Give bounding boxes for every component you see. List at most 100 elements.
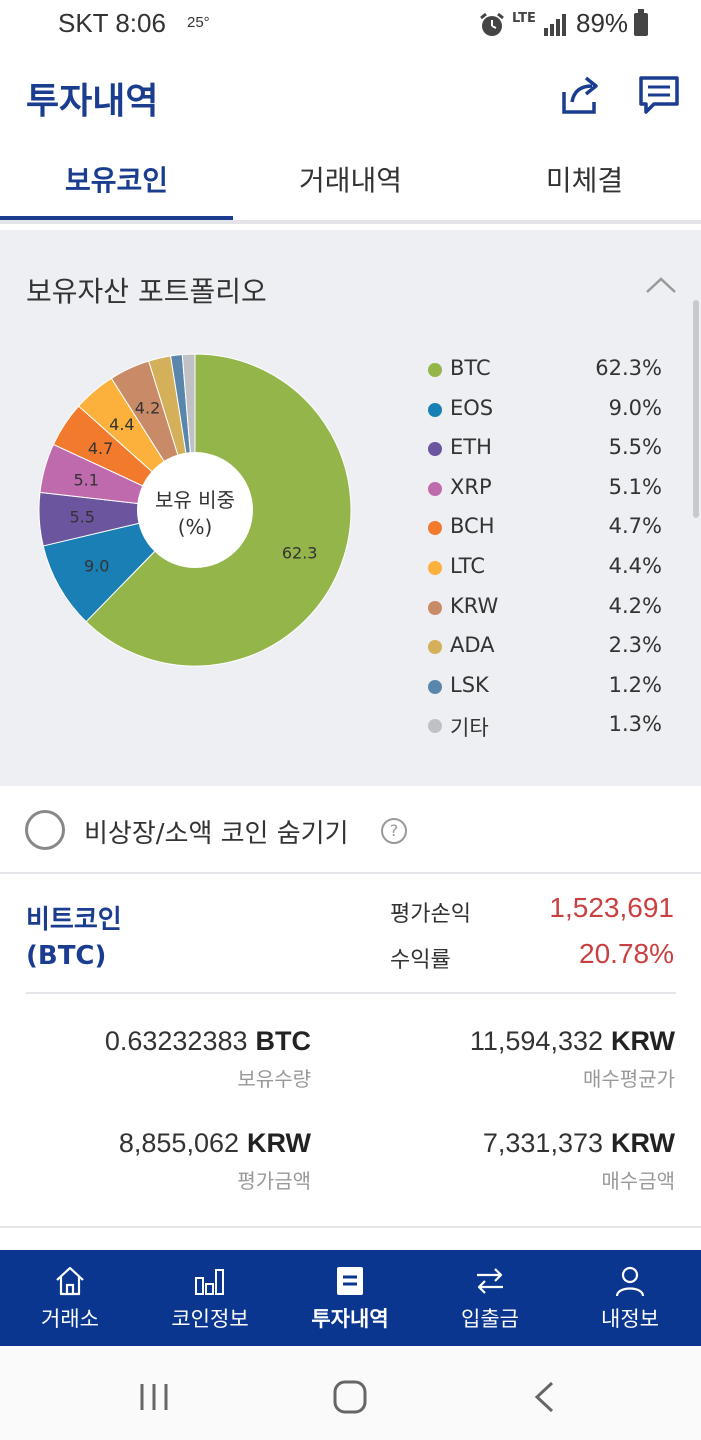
page-title: 투자내역 — [26, 81, 159, 122]
return-rate-value: 20.78% — [579, 938, 674, 969]
signal-icon — [544, 14, 566, 36]
active-tab-indicator — [0, 216, 233, 220]
scrollbar-thumb[interactable] — [693, 300, 699, 518]
average-buy-price-label: 매수평균가 — [583, 1067, 675, 1091]
user-icon — [615, 1266, 645, 1297]
tab-open-orders[interactable]: 미체결 — [545, 164, 624, 197]
holding-quantity-label: 보유수량 — [237, 1067, 311, 1091]
recent-apps-icon[interactable] — [138, 1382, 170, 1412]
hide-small-coins-label: 비상장/소액 코인 숨기기 — [84, 819, 349, 849]
tab-holdings[interactable]: 보유코인 — [64, 164, 169, 197]
status-bar: SKT 8:06 25° LTE 89% — [0, 0, 701, 50]
buy-amount-value: 7,331,373 — [482, 1128, 603, 1158]
legend-label: ETH — [450, 435, 492, 460]
legend-value: 9.0% — [608, 395, 662, 420]
system-navigation-bar — [0, 1346, 701, 1440]
coin-name: 비트코인 (BTC) — [26, 902, 122, 974]
evaluation-amount-label: 평가금액 — [237, 1169, 311, 1193]
tab-bar: 보유코인 거래내역 미체결 — [0, 146, 701, 224]
nav-investment-history-label: 투자내역 — [311, 1307, 389, 1331]
share-icon[interactable] — [558, 72, 604, 118]
pie-slice-label: 9.0 — [84, 557, 109, 576]
pie-slice-label: 4.4 — [109, 415, 134, 434]
coin-summary[interactable]: 비트코인 (BTC) 평가손익 1,523,691 수익률 20.78% — [0, 876, 701, 994]
nav-my-info-label: 내정보 — [601, 1307, 659, 1331]
legend-item: EOS 9.0% — [426, 390, 666, 430]
legend-value: 4.7% — [608, 514, 662, 539]
nav-deposit-withdraw-label: 입출금 — [461, 1307, 519, 1331]
hide-small-coins-radio[interactable] — [25, 810, 65, 850]
nav-coin-info-label: 코인정보 — [171, 1307, 249, 1331]
legend-item: XRP 5.1% — [426, 469, 666, 509]
pie-slice-label: 4.2 — [135, 398, 160, 417]
hide-small-coins-row: 비상장/소액 코인 숨기기 ? — [0, 786, 701, 874]
pie-slice-label: 4.7 — [88, 439, 113, 458]
pie-center-label: 보유 비중 — [155, 488, 235, 512]
legend-value: 5.5% — [608, 435, 662, 460]
legend-color-dot — [428, 719, 442, 734]
holding-quantity-value: 0.63232383 — [104, 1026, 248, 1056]
coin-name-korean: 비트코인 — [26, 905, 122, 935]
legend-color-dot — [428, 481, 442, 496]
help-icon[interactable]: ? — [381, 818, 407, 844]
legend-value: 1.3% — [608, 712, 662, 737]
portfolio-section: 보유자산 포트폴리오 62.3 9.0 5.5 5.1 4.7 4.4 4.2 보유 비중 … — [0, 230, 701, 786]
evaluation-amount-unit: KRW — [247, 1128, 311, 1158]
pie-slice-label: 5.1 — [73, 470, 98, 489]
portfolio-title: 보유자산 포트폴리오 — [26, 275, 267, 308]
buy-amount: 7,331,373 KRW 매수금액 — [483, 1128, 675, 1194]
legend-label: LSK — [450, 672, 489, 697]
back-icon[interactable] — [532, 1380, 556, 1414]
bar-chart-icon — [195, 1269, 224, 1295]
legend-color-dot — [428, 600, 442, 615]
legend-value: 4.2% — [608, 593, 662, 618]
average-buy-price-unit: KRW — [611, 1026, 675, 1056]
coin-symbol: (BTC) — [26, 941, 107, 971]
home-button-icon[interactable] — [332, 1379, 368, 1415]
evaluation-amount: 8,855,062 KRW 평가금액 — [119, 1128, 311, 1194]
average-buy-price-value: 11,594,332 — [469, 1026, 603, 1056]
nav-coin-info[interactable]: 코인정보 — [140, 1250, 280, 1346]
home-icon — [56, 1266, 84, 1296]
pie-center-unit: (%) — [178, 515, 213, 539]
legend-label: ADA — [450, 633, 495, 658]
legend-color-dot — [428, 679, 442, 694]
legend-color-dot — [428, 402, 442, 417]
temperature: 25° — [187, 14, 210, 31]
chevron-up-icon[interactable] — [644, 274, 678, 298]
pie-slice-label: 5.5 — [69, 508, 94, 527]
nav-deposit-withdraw[interactable]: 입출금 — [420, 1250, 560, 1346]
buy-amount-unit: KRW — [611, 1128, 675, 1158]
buy-amount-label: 매수금액 — [601, 1169, 675, 1193]
legend-label: EOS — [450, 395, 494, 420]
pie-legend: BTC 62.3% EOS 9.0% ETH 5.5% XRP 5.1% BCH 4.7% LTC 4… — [426, 350, 666, 746]
legend-item: ETH 5.5% — [426, 429, 666, 469]
bottom-navigation: 거래소 코인정보 투자내역 입출금 내정보 — [0, 1250, 701, 1346]
battery-percent: 89% — [576, 8, 629, 38]
network-type: LTE — [512, 11, 536, 26]
legend-color-dot — [428, 640, 442, 655]
nav-exchange-label: 거래소 — [41, 1307, 99, 1331]
legend-item: ADA 2.3% — [426, 627, 666, 667]
message-icon[interactable] — [636, 72, 682, 118]
list-icon — [337, 1267, 363, 1295]
legend-item: KRW 4.2% — [426, 588, 666, 628]
nav-exchange[interactable]: 거래소 — [0, 1250, 140, 1346]
pie-slice-label: 62.3 — [282, 544, 318, 563]
legend-value: 4.4% — [608, 553, 662, 578]
average-buy-price: 11,594,332 KRW 매수평균가 — [470, 1026, 675, 1092]
legend-label: KRW — [450, 593, 499, 618]
divider — [0, 1226, 701, 1228]
pie-center-hole — [137, 452, 253, 568]
legend-label: 기타 — [450, 716, 489, 741]
portfolio-pie-chart: 62.3 9.0 5.5 5.1 4.7 4.44.2 보유 비중 (%) — [38, 353, 352, 667]
legend-color-dot — [428, 521, 442, 536]
legend-item: LSK 1.2% — [426, 667, 666, 707]
legend-item: BCH 4.7% — [426, 508, 666, 548]
app-bar: 투자내역 — [0, 50, 701, 146]
tab-trade-history[interactable]: 거래내역 — [298, 164, 403, 197]
legend-value: 1.2% — [608, 672, 662, 697]
return-rate-label: 수익률 — [390, 948, 451, 973]
nav-my-info[interactable]: 내정보 — [560, 1250, 700, 1346]
nav-investment-history[interactable]: 투자내역 — [280, 1250, 420, 1346]
